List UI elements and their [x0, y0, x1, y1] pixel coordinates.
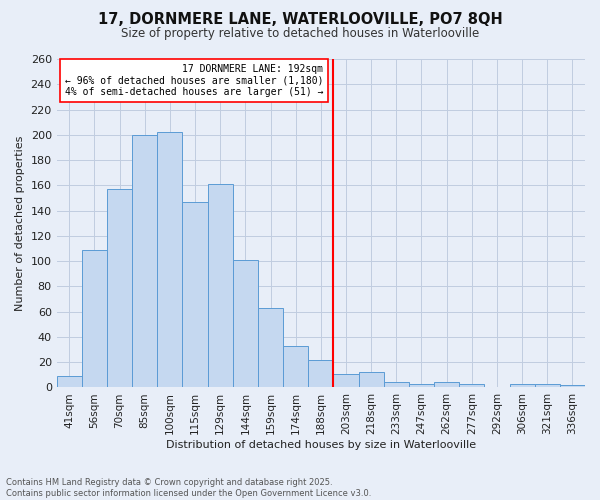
Y-axis label: Number of detached properties: Number of detached properties [15, 136, 25, 311]
Bar [157, 132, 182, 388]
Bar [258, 308, 283, 388]
Bar [132, 135, 157, 388]
Bar [434, 382, 459, 388]
Bar [535, 384, 560, 388]
X-axis label: Distribution of detached houses by size in Waterlooville: Distribution of detached houses by size … [166, 440, 476, 450]
Bar [233, 260, 258, 388]
Bar [334, 374, 359, 388]
Bar [283, 346, 308, 388]
Text: Contains HM Land Registry data © Crown copyright and database right 2025.
Contai: Contains HM Land Registry data © Crown c… [6, 478, 371, 498]
Text: 17, DORNMERE LANE, WATERLOOVILLE, PO7 8QH: 17, DORNMERE LANE, WATERLOOVILLE, PO7 8Q… [98, 12, 502, 28]
Text: Size of property relative to detached houses in Waterlooville: Size of property relative to detached ho… [121, 28, 479, 40]
Bar [509, 384, 535, 388]
Bar [359, 372, 384, 388]
Bar [459, 384, 484, 388]
Bar [409, 384, 434, 388]
Bar [56, 376, 82, 388]
Bar [308, 360, 334, 388]
Bar [82, 250, 107, 388]
Bar [208, 184, 233, 388]
Bar [107, 189, 132, 388]
Bar [384, 382, 409, 388]
Text: 17 DORNMERE LANE: 192sqm
← 96% of detached houses are smaller (1,180)
4% of semi: 17 DORNMERE LANE: 192sqm ← 96% of detach… [65, 64, 323, 98]
Bar [560, 385, 585, 388]
Bar [182, 202, 208, 388]
